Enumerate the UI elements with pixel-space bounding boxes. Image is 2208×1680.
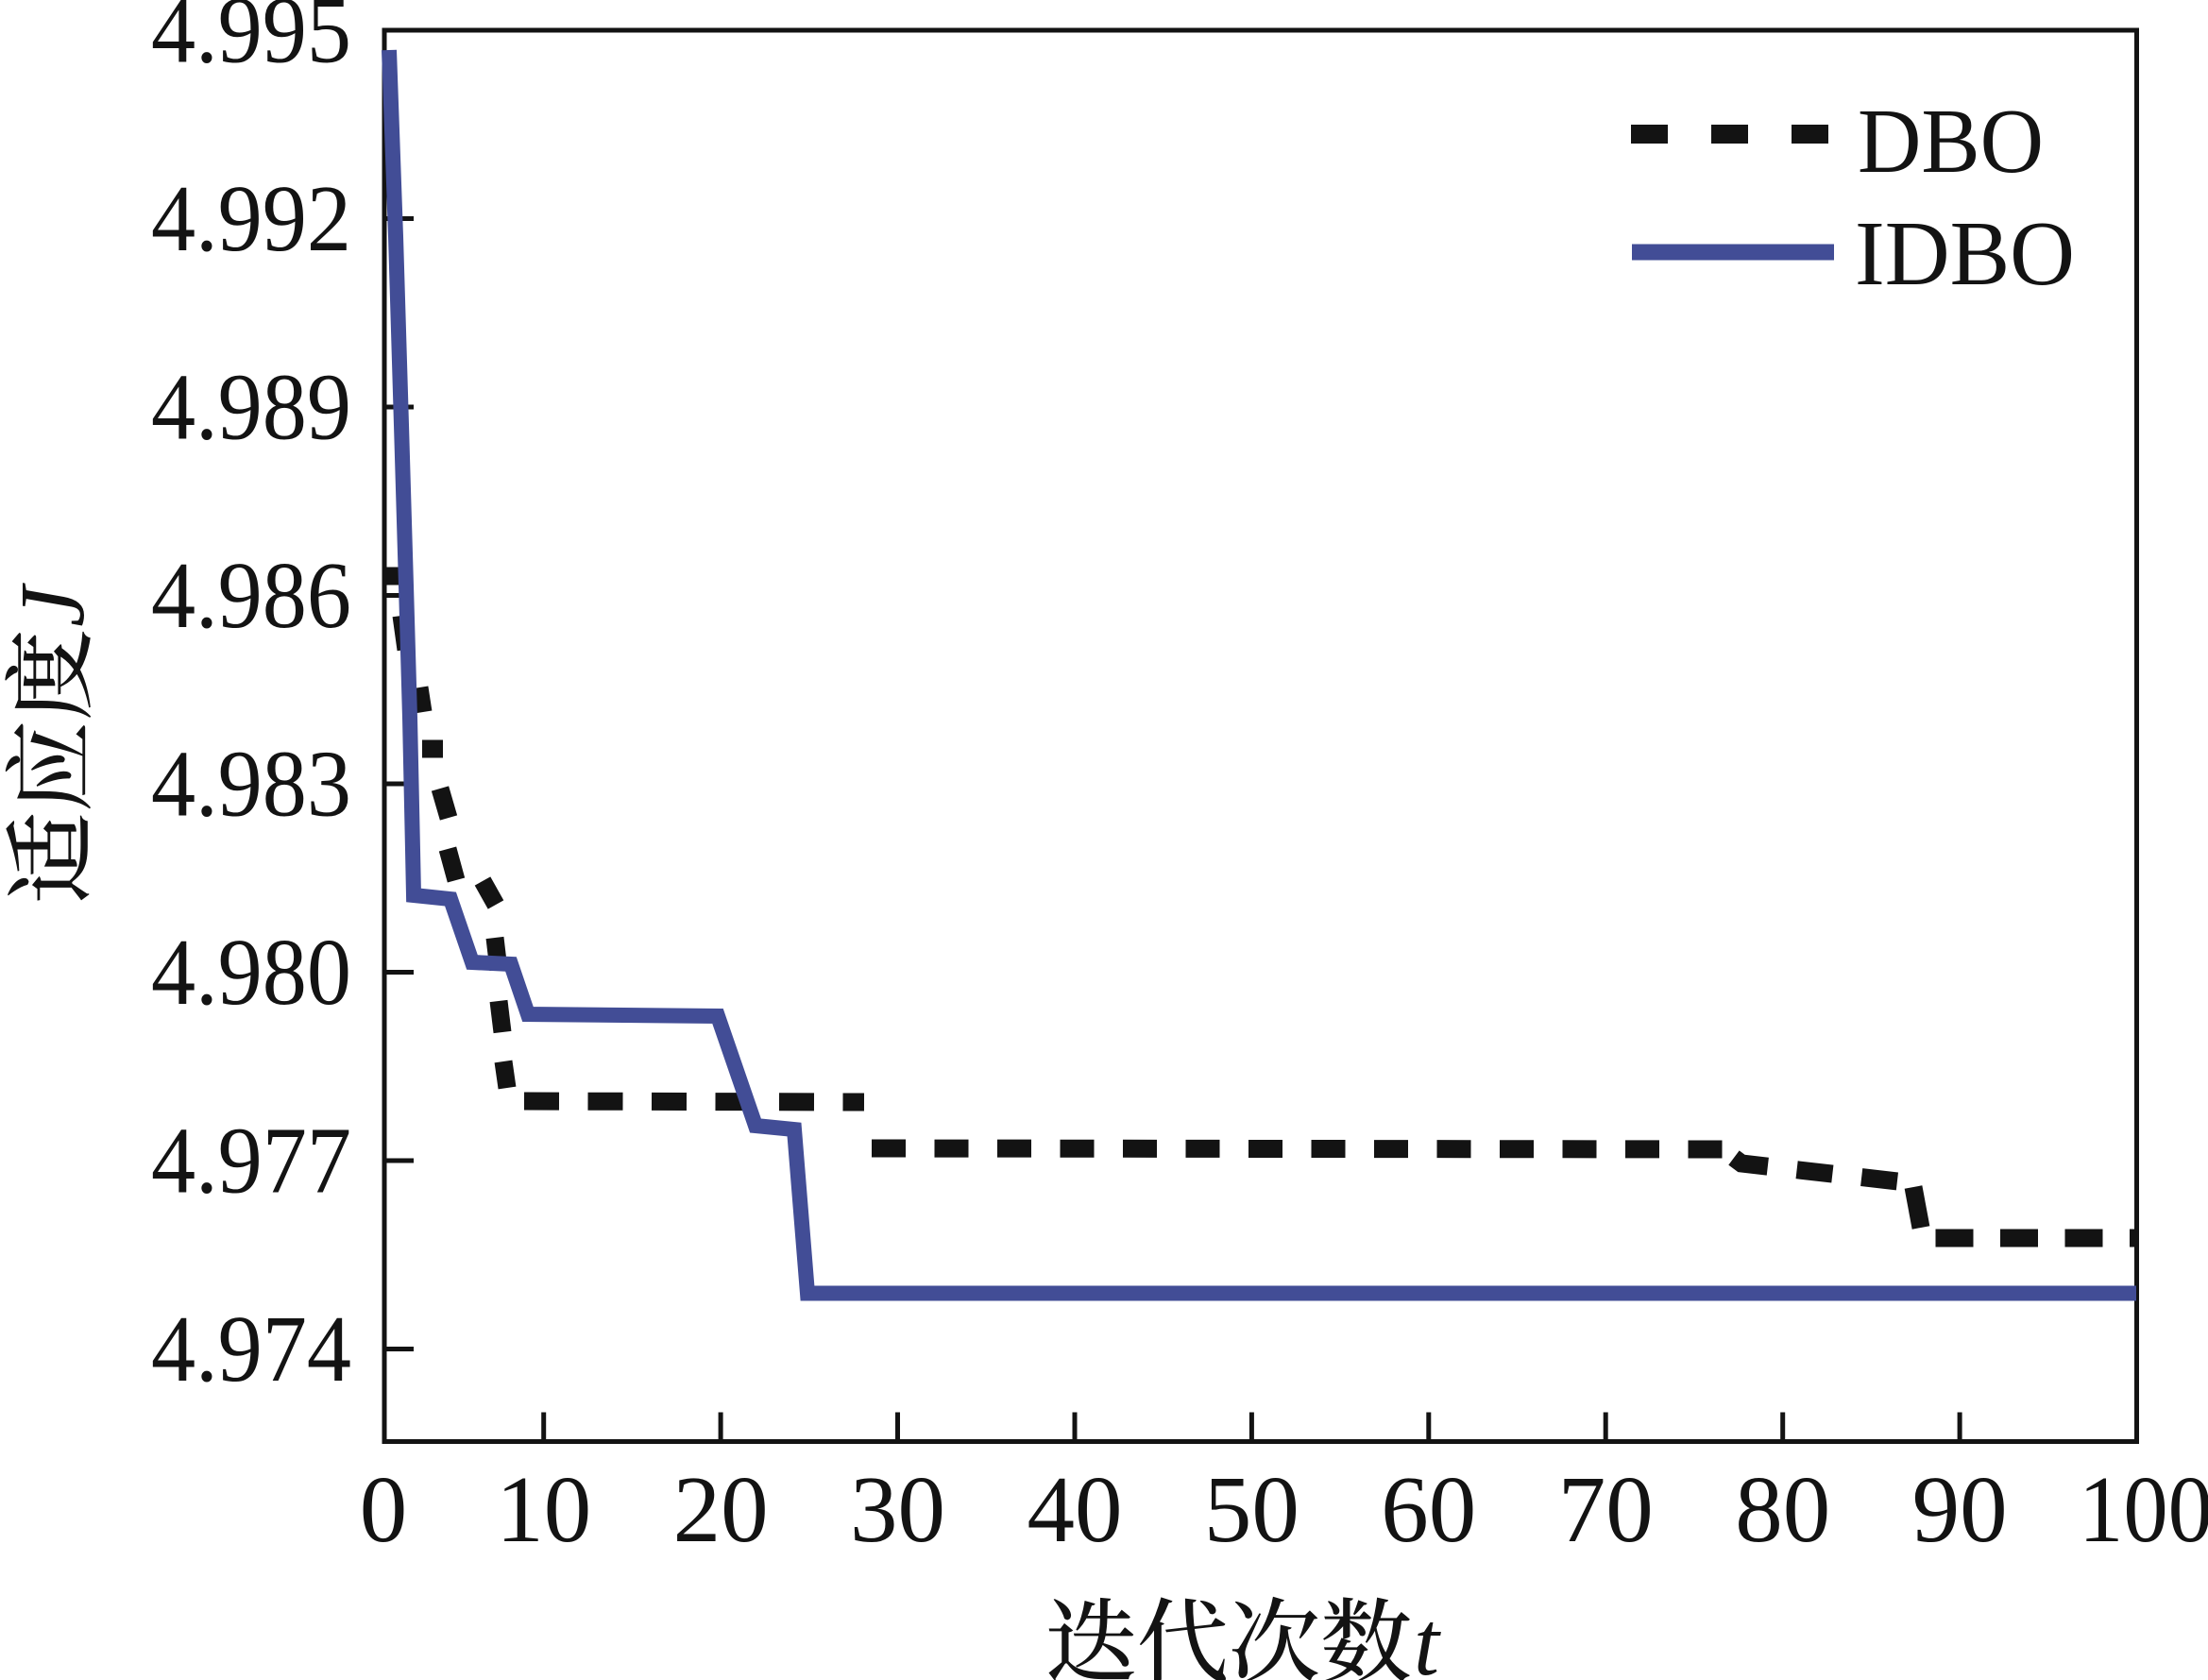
svg-text:50: 50 [1204,1456,1299,1562]
svg-text:4.980: 4.980 [151,919,351,1025]
svg-text:4.974: 4.974 [151,1296,351,1401]
svg-text:4.992: 4.992 [151,165,351,271]
svg-text:30: 30 [850,1456,945,1562]
svg-text:DBO: DBO [1858,91,2044,193]
svg-text:J: J [2,583,103,627]
svg-text:t: t [1414,1593,1441,1680]
svg-text:4.986: 4.986 [151,542,351,648]
svg-text:90: 90 [1912,1456,2008,1562]
svg-text:70: 70 [1558,1456,1654,1562]
svg-text:100: 100 [2079,1456,2208,1562]
svg-text:60: 60 [1381,1456,1476,1562]
svg-text:4.989: 4.989 [151,354,351,460]
svg-text:4.995: 4.995 [151,0,351,83]
svg-text:IDBO: IDBO [1855,203,2075,305]
svg-text:40: 40 [1028,1456,1123,1562]
svg-text:10: 10 [496,1456,591,1562]
svg-text:20: 20 [673,1456,769,1562]
svg-text:80: 80 [1735,1456,1830,1562]
svg-text:4.983: 4.983 [151,731,351,837]
svg-text:0: 0 [360,1456,408,1562]
svg-text:4.977: 4.977 [151,1108,351,1213]
